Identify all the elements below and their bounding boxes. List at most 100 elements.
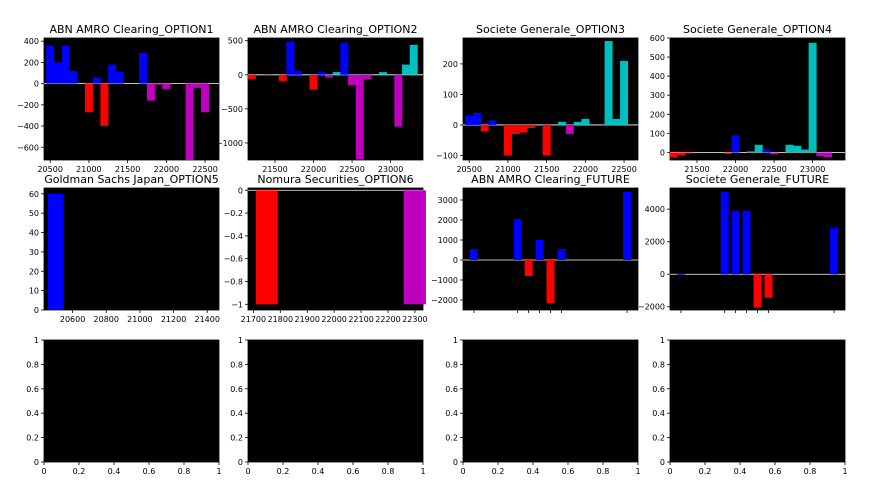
bar-9: [770, 152, 779, 155]
bar-5: [503, 124, 512, 156]
bar-5: [731, 135, 740, 153]
bar-9: [332, 72, 341, 75]
y-tick-label: 400: [24, 37, 39, 46]
bar-3: [524, 260, 533, 276]
y-tick-label: 0: [34, 80, 39, 89]
x-tick-label: 22200: [375, 315, 400, 324]
bar-15: [193, 83, 202, 88]
bar-16: [402, 64, 411, 75]
x-tick-label: 21500: [534, 165, 559, 174]
x-tick-label: 21500: [684, 165, 709, 174]
y-tick-label: 0: [453, 121, 458, 130]
y-tick-label: −500: [221, 105, 243, 114]
y-tick-label: 300: [650, 91, 665, 100]
x-tick-label: 21900: [295, 315, 320, 324]
y-tick-label: 1: [238, 336, 243, 345]
bar-6: [92, 77, 101, 84]
y-tick-label: 500: [228, 37, 243, 46]
subplot-9: 1 0.8 0.6 0.4 0.2 00 0.2 0.4 0.6 0.8 1: [26, 336, 221, 476]
y-tick-label: 0: [238, 71, 243, 80]
y-tick-label: −0.2: [224, 209, 243, 218]
x-tick-label: 1: [216, 467, 221, 476]
x-tick-label: 0: [460, 467, 465, 476]
bar-13: [808, 42, 817, 153]
bar-5: [753, 274, 762, 308]
bar-8: [324, 74, 333, 78]
y-tick-label: 100: [443, 90, 458, 99]
y-tick-label: 1000: [438, 236, 458, 245]
bar-14: [604, 41, 613, 125]
subplot-title: ABN AMRO Clearing_FUTURE: [471, 173, 630, 186]
bar-5: [84, 83, 93, 113]
subplot-4: Societe Generale_OPTION4 600 500 400 300 200 1…: [650, 23, 846, 174]
bar-1: [465, 115, 474, 125]
bar-11: [146, 83, 155, 101]
bar-11: [565, 124, 574, 135]
x-tick-label: 23000: [378, 165, 403, 174]
bar-1: [47, 193, 64, 310]
x-tick-label: 21000: [76, 165, 101, 174]
x-tick-label: 0.8: [597, 467, 610, 476]
y-tick-label: 200: [24, 58, 39, 67]
bar-16: [201, 83, 210, 113]
bar-14: [816, 152, 825, 157]
x-tick-label: 22500: [611, 165, 636, 174]
y-tick-label: 1: [453, 336, 458, 345]
subplot-6: Nomura Securities_OPTION6 0 −0.2 −0.4 −0.6 −0…: [224, 173, 428, 324]
y-tick-label: −0.8: [224, 277, 243, 286]
y-tick-label: 500: [650, 53, 665, 62]
x-tick-label: 0: [245, 467, 250, 476]
x-tick-label: 22000: [573, 165, 598, 174]
bar-12: [154, 83, 163, 85]
x-tick-label: 23000: [800, 165, 825, 174]
bar-9: [542, 124, 551, 156]
bar-5: [294, 70, 303, 75]
bar-4: [69, 70, 78, 84]
y-tick-label: 0: [453, 256, 458, 265]
axes-background: [669, 37, 846, 161]
subplot-title: Goldman Sachs Japan_OPTION5: [44, 173, 219, 186]
bar-14: [185, 83, 194, 160]
x-tick-label: 0.4: [527, 467, 540, 476]
y-tick-label: 1: [34, 336, 39, 345]
y-tick-label: 0: [238, 186, 243, 195]
bar-11: [793, 145, 802, 153]
bar-14: [378, 72, 387, 75]
bar-7: [830, 227, 839, 275]
axes-background: [43, 187, 220, 311]
x-tick-label: 22000: [301, 165, 326, 174]
bar-7: [317, 72, 326, 75]
y-tick-label: −400: [17, 122, 39, 131]
y-tick-label: 100: [650, 129, 665, 138]
x-tick-label: 1: [842, 467, 847, 476]
subplot-3: Societe Generale_OPTION3 200 100 0 −100 20500…: [436, 23, 639, 174]
y-tick-label: 0: [660, 458, 665, 467]
y-tick-label: −600: [17, 143, 39, 152]
bar-5: [546, 260, 555, 303]
y-tick-label: 0: [660, 148, 665, 157]
x-tick-label: 22500: [761, 165, 786, 174]
y-tick-label: 0.6: [230, 385, 243, 394]
y-tick-label: 0.2: [230, 434, 243, 443]
y-tick-label: 4000: [645, 205, 665, 214]
x-tick-label: 22100: [348, 315, 373, 324]
y-tick-label: 0: [34, 306, 39, 315]
subplot-8: Societe Generale_FUTURE 4000 2000 0 −2000: [638, 173, 846, 313]
x-tick-label: 22500: [339, 165, 364, 174]
x-tick-label: 0.4: [312, 467, 325, 476]
bar-13: [162, 83, 171, 89]
y-tick-label: −1: [231, 300, 243, 309]
x-tick-label: 1: [635, 467, 640, 476]
bar-4: [535, 240, 544, 260]
y-tick-label: 0: [34, 458, 39, 467]
bar-2: [472, 112, 481, 125]
bar-15: [824, 152, 833, 158]
bar-10: [340, 42, 349, 75]
y-tick-label: −1000: [431, 276, 458, 285]
bar-3: [480, 124, 489, 132]
x-tick-label: 21000: [495, 165, 520, 174]
bar-2: [403, 190, 426, 305]
x-tick-label: 0.6: [347, 467, 360, 476]
bar-7: [754, 144, 763, 153]
